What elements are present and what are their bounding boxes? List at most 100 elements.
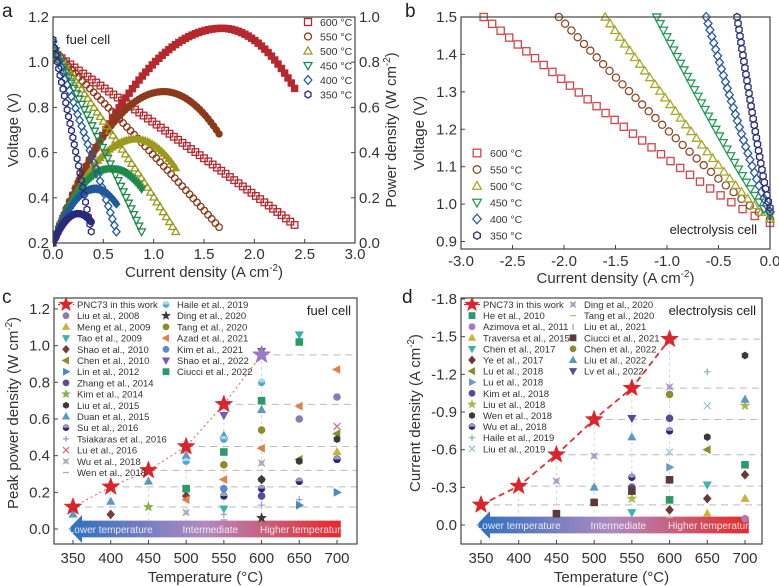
marker-x xyxy=(62,457,70,465)
voltage-point xyxy=(579,39,589,49)
y-tick-label: -0.6 xyxy=(431,442,457,459)
legend-marker xyxy=(468,389,476,397)
data-point xyxy=(219,505,229,514)
voltage-point xyxy=(726,95,737,107)
legend-label: Liu et al., 2022 xyxy=(584,356,646,367)
legend-label: Shao et al., 2010 xyxy=(77,345,149,356)
panel-b: b -3.0 -2.5 -2.0 -1.5 -1.0 -0.5 0.0 0.9 1.0 1.1 1.2… xyxy=(405,1,779,287)
arrow-label-intermediate: Intermediate xyxy=(182,525,238,536)
voltage-point xyxy=(730,108,741,120)
legend-label: Azad et al., 2021 xyxy=(177,334,248,345)
voltage-point xyxy=(664,127,674,136)
x-tick-label: -1.5 xyxy=(603,253,629,270)
marker-half xyxy=(469,423,475,427)
legend-marker xyxy=(568,355,578,363)
voltage-point xyxy=(164,216,175,226)
series-350C xyxy=(733,12,774,213)
voltage-point xyxy=(598,59,608,69)
data-point xyxy=(257,459,266,467)
legend-marker xyxy=(467,399,477,409)
voltage-point xyxy=(758,165,766,175)
voltage-point xyxy=(70,140,78,149)
voltage-point xyxy=(89,102,99,111)
voltage-point xyxy=(556,74,566,83)
legend-marker xyxy=(473,230,481,241)
legend-marker xyxy=(61,356,69,365)
voltage-point xyxy=(724,173,735,183)
voltage-point xyxy=(699,105,711,116)
voltage-point xyxy=(730,179,741,190)
annotation-electrolysis-cell: electrolysis cell xyxy=(670,222,758,237)
voltage-point xyxy=(745,185,756,195)
voltage-point xyxy=(560,19,570,28)
legend-label: Lv et al., 2022 xyxy=(584,367,644,378)
data-point xyxy=(294,331,304,340)
legend-label: Zhang et al., 2014 xyxy=(77,378,154,389)
voltage-point xyxy=(736,186,747,196)
voltage-point xyxy=(654,85,666,95)
x-tick-label: 500 xyxy=(174,550,199,567)
legend-label: Liu et al., 2019 xyxy=(483,444,545,455)
y2-tick-label: 1.0 xyxy=(359,9,380,26)
voltage-point xyxy=(733,165,744,175)
annotation-fuel-cell: fuel cell xyxy=(66,32,110,47)
voltage-point xyxy=(95,111,106,121)
voltage-point xyxy=(53,35,57,44)
legend-marker xyxy=(304,90,312,99)
voltage-point xyxy=(752,133,761,143)
data-point xyxy=(332,365,341,374)
data-point xyxy=(741,351,749,360)
voltage-point xyxy=(747,101,755,111)
voltage-point xyxy=(716,63,727,75)
legend-marker xyxy=(468,412,476,419)
voltage-point xyxy=(126,205,137,214)
x-tick-label: 0.0 xyxy=(760,253,779,270)
series-Lvetal2022 xyxy=(627,414,637,424)
x-tick-label: 1.5 xyxy=(194,246,215,263)
data-point xyxy=(218,475,228,484)
voltage-point xyxy=(706,167,716,177)
data-point xyxy=(182,508,190,517)
annotation: electrolysis cell xyxy=(669,303,757,318)
y-tick-label: 0.0 xyxy=(29,521,50,538)
voltage-point xyxy=(692,92,704,102)
data-point xyxy=(181,495,190,505)
marker-half xyxy=(220,435,228,440)
legend-label: Tang et al., 2020 xyxy=(584,311,654,322)
voltage-point xyxy=(728,102,739,114)
voltage-point xyxy=(675,59,686,69)
voltage-point xyxy=(73,154,81,163)
legend-label: PNC73 in this work xyxy=(483,300,564,311)
legend-label: 450 °C xyxy=(490,198,523,210)
y2-axis-label: Power density (W cm-2) xyxy=(382,52,400,207)
voltage-point xyxy=(664,39,676,50)
voltage-point xyxy=(601,108,610,118)
voltage-point xyxy=(691,132,702,142)
legend-label: Tsiakaras et al., 2016 xyxy=(77,434,167,445)
x-tick-label: 650 xyxy=(287,550,312,567)
x-tick-label: 550 xyxy=(619,550,644,567)
legend-marker xyxy=(467,345,477,354)
voltage-point xyxy=(148,191,159,201)
legend-label: Wu et al., 2018 xyxy=(483,422,547,433)
legend-label: Lu et al., 2018 xyxy=(483,367,543,378)
legend-label: 350 °C xyxy=(490,231,523,243)
data-point xyxy=(333,487,342,497)
voltage-point xyxy=(126,126,135,135)
voltage-point xyxy=(619,122,629,132)
data-point xyxy=(666,462,675,472)
voltage-point xyxy=(134,222,144,232)
voltage-point xyxy=(656,149,666,159)
legend: 600 °C 550 °C 500 °C 450 °C 400 °C 350 °C xyxy=(302,17,353,102)
legend-label: Wen et al., 2018 xyxy=(483,411,552,422)
x-tick-label: -1.0 xyxy=(654,253,680,270)
series-550C xyxy=(554,12,775,224)
data-point xyxy=(182,484,190,493)
voltage-point xyxy=(753,198,765,208)
voltage-point xyxy=(82,93,93,102)
legend-marker xyxy=(471,180,483,190)
voltage-point xyxy=(53,57,61,66)
legend-marker xyxy=(464,296,480,312)
voltage-point xyxy=(122,122,131,131)
